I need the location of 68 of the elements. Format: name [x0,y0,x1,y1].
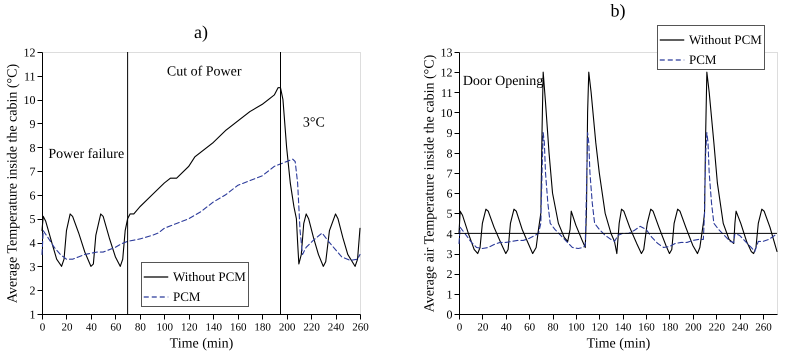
y-tick-label: 8 [446,146,452,160]
x-tick-label: 60 [524,322,536,334]
chart-title: b) [610,0,626,20]
y-tick-label: 6 [30,188,36,202]
x-tick-label: 220 [303,322,320,334]
legend-label: PCM [689,52,717,67]
x-tick-label: 20 [477,322,489,334]
x-tick-label: 120 [181,322,198,334]
x-tick-label: 160 [638,322,656,334]
y-tick-label: 9 [446,126,452,140]
x-tick-label: 200 [685,322,702,334]
y-tick-label: 9 [30,116,36,131]
x-tick-label: 140 [614,322,632,334]
y-tick-label: 12 [24,46,36,60]
x-tick-label: 100 [568,322,586,334]
y-tick-label: 0 [446,308,452,322]
y-tick-label: 12 [440,66,452,80]
y-tick-label: 8 [30,140,36,155]
chart-title: a) [194,22,208,42]
y-tick-label: 7 [30,164,36,179]
y-tick-label: 3 [30,260,36,274]
x-tick-label: 260 [755,322,772,334]
x-tick-label: 180 [254,322,272,334]
x-tick-label: 80 [134,322,146,334]
x-tick-label: 140 [205,322,222,334]
x-tick-label: 240 [732,322,749,334]
y-tick-label: 11 [440,86,452,100]
y-tick-label: 10 [440,106,452,120]
y-tick-label: 11 [24,69,36,84]
y-axis-title: Average air Temperature inside the cabin (°C) [422,54,438,312]
annotation: Cut of Power [166,64,242,80]
y-tick-label: 7 [446,166,452,180]
x-tick-label: 100 [156,322,174,334]
y-tick-label: 4 [30,236,36,250]
y-tick-label: 2 [446,267,452,282]
x-axis-title: Time (min) [170,336,234,352]
x-tick-label: 120 [592,322,609,334]
x-tick-label: 200 [278,322,296,334]
x-tick-label: 0 [456,322,463,334]
y-tick-label: 3 [446,247,452,262]
y-tick-label: 1 [30,308,36,322]
annotation: Door Opening [462,74,544,89]
annotation: 3°C [302,116,325,131]
x-tick-label: 40 [500,322,512,334]
x-tick-label: 80 [548,322,560,334]
x-tick-label: 0 [40,322,46,334]
y-tick-label: 5 [30,212,36,226]
x-tick-label: 240 [328,322,345,334]
x-tick-label: 60 [110,322,122,334]
y-tick-label: 1 [446,287,452,302]
y-tick-label: 6 [446,186,452,201]
x-tick-label: 20 [61,322,73,334]
y-tick-label: 10 [24,93,36,108]
y-tick-label: 4 [446,226,452,241]
y-tick-label: 2 [30,284,36,298]
y-axis-title: Average Temperature inside the cabin (°C) [6,64,20,304]
y-tick-label: 5 [446,206,452,221]
legend-label: Without PCM [173,269,246,284]
legend-label: PCM [173,289,201,304]
x-tick-label: 220 [708,322,726,334]
annotation: Power failure [48,147,124,162]
x-tick-label: 160 [230,322,247,334]
x-tick-label: 260 [352,322,370,334]
y-tick-label: 13 [440,46,452,60]
x-tick-label: 180 [662,322,679,334]
x-tick-label: 40 [86,322,98,334]
x-axis-title: Time (min) [586,336,651,352]
legend-label: Without PCM [689,32,762,47]
